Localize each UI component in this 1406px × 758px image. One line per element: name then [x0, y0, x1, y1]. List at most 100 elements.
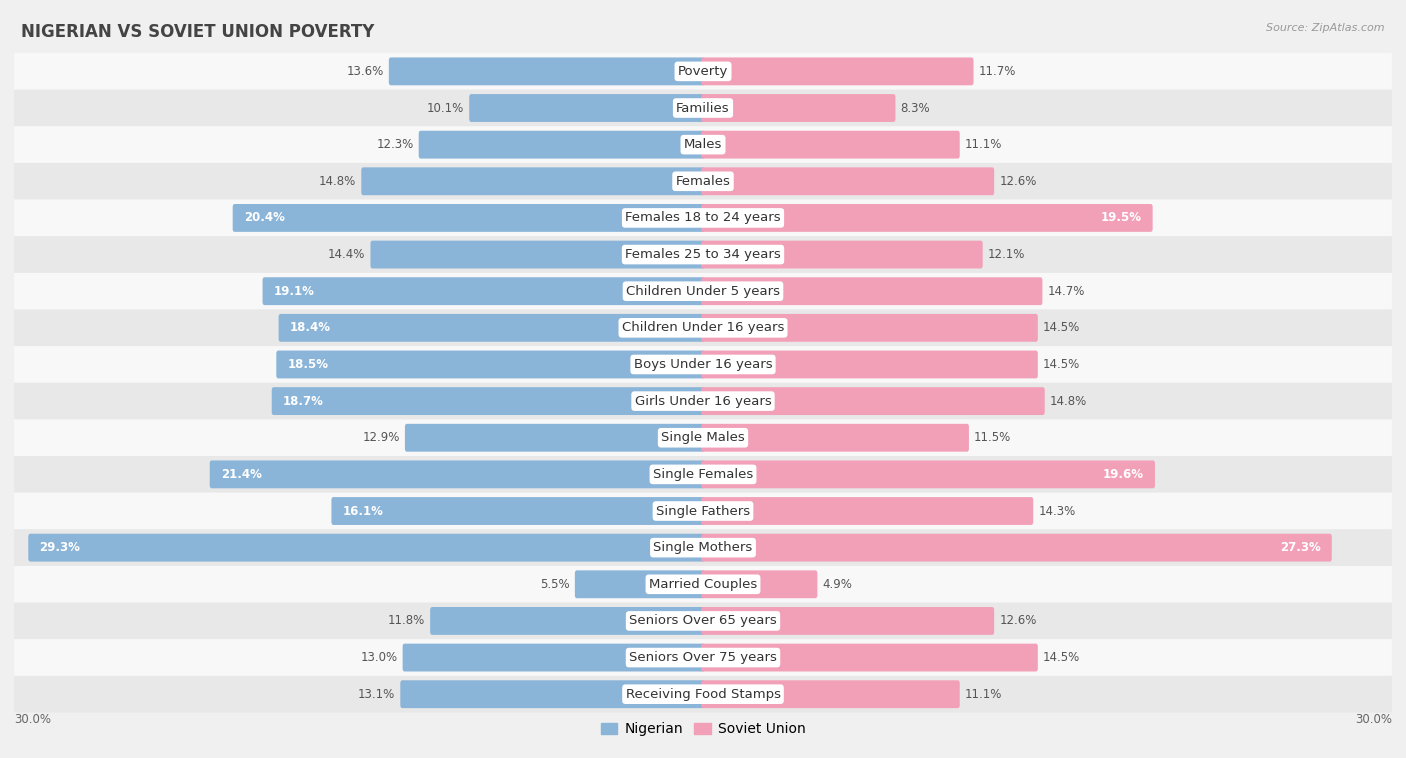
Text: Single Mothers: Single Mothers	[654, 541, 752, 554]
FancyBboxPatch shape	[14, 529, 1392, 566]
Text: 14.8%: 14.8%	[1050, 395, 1087, 408]
Text: Families: Families	[676, 102, 730, 114]
FancyBboxPatch shape	[702, 130, 960, 158]
Text: 8.3%: 8.3%	[900, 102, 931, 114]
FancyBboxPatch shape	[702, 607, 994, 635]
Text: 18.7%: 18.7%	[283, 395, 323, 408]
FancyBboxPatch shape	[14, 309, 1392, 346]
FancyBboxPatch shape	[361, 168, 704, 196]
FancyBboxPatch shape	[702, 680, 960, 708]
FancyBboxPatch shape	[263, 277, 704, 305]
Text: 11.1%: 11.1%	[965, 688, 1002, 700]
FancyBboxPatch shape	[209, 460, 704, 488]
Text: 14.5%: 14.5%	[1043, 358, 1080, 371]
FancyBboxPatch shape	[370, 240, 704, 268]
Text: Poverty: Poverty	[678, 65, 728, 78]
FancyBboxPatch shape	[14, 639, 1392, 676]
Text: 4.9%: 4.9%	[823, 578, 852, 590]
FancyBboxPatch shape	[401, 680, 704, 708]
Text: Single Fathers: Single Fathers	[657, 505, 749, 518]
FancyBboxPatch shape	[702, 314, 1038, 342]
FancyBboxPatch shape	[14, 199, 1392, 236]
FancyBboxPatch shape	[702, 424, 969, 452]
Text: 12.1%: 12.1%	[988, 248, 1025, 261]
Text: 14.4%: 14.4%	[328, 248, 366, 261]
Text: Children Under 5 years: Children Under 5 years	[626, 285, 780, 298]
Text: 12.9%: 12.9%	[363, 431, 399, 444]
FancyBboxPatch shape	[278, 314, 704, 342]
FancyBboxPatch shape	[702, 168, 994, 196]
FancyBboxPatch shape	[14, 603, 1392, 639]
Text: 30.0%: 30.0%	[1355, 713, 1392, 726]
Text: 29.3%: 29.3%	[39, 541, 80, 554]
FancyBboxPatch shape	[332, 497, 704, 525]
FancyBboxPatch shape	[470, 94, 704, 122]
FancyBboxPatch shape	[14, 419, 1392, 456]
FancyBboxPatch shape	[702, 58, 973, 86]
FancyBboxPatch shape	[14, 89, 1392, 127]
Text: Receiving Food Stamps: Receiving Food Stamps	[626, 688, 780, 700]
FancyBboxPatch shape	[702, 460, 1154, 488]
FancyBboxPatch shape	[14, 566, 1392, 603]
FancyBboxPatch shape	[28, 534, 704, 562]
FancyBboxPatch shape	[14, 236, 1392, 273]
FancyBboxPatch shape	[405, 424, 704, 452]
Text: Married Couples: Married Couples	[650, 578, 756, 590]
Text: 11.5%: 11.5%	[974, 431, 1011, 444]
Text: 13.1%: 13.1%	[359, 688, 395, 700]
Text: 11.7%: 11.7%	[979, 65, 1017, 78]
Text: Males: Males	[683, 138, 723, 151]
Text: 14.3%: 14.3%	[1038, 505, 1076, 518]
FancyBboxPatch shape	[14, 53, 1392, 89]
Text: 11.1%: 11.1%	[965, 138, 1002, 151]
FancyBboxPatch shape	[389, 58, 704, 86]
FancyBboxPatch shape	[14, 493, 1392, 529]
FancyBboxPatch shape	[402, 644, 704, 672]
Text: 20.4%: 20.4%	[243, 211, 284, 224]
Text: 14.8%: 14.8%	[319, 175, 356, 188]
FancyBboxPatch shape	[14, 273, 1392, 309]
FancyBboxPatch shape	[277, 350, 704, 378]
Text: Seniors Over 75 years: Seniors Over 75 years	[628, 651, 778, 664]
Text: 12.6%: 12.6%	[1000, 615, 1036, 628]
Text: Source: ZipAtlas.com: Source: ZipAtlas.com	[1267, 23, 1385, 33]
FancyBboxPatch shape	[232, 204, 704, 232]
Text: 18.5%: 18.5%	[287, 358, 329, 371]
FancyBboxPatch shape	[702, 240, 983, 268]
FancyBboxPatch shape	[419, 130, 704, 158]
FancyBboxPatch shape	[702, 277, 1042, 305]
Text: 19.5%: 19.5%	[1101, 211, 1142, 224]
FancyBboxPatch shape	[702, 94, 896, 122]
Text: Seniors Over 65 years: Seniors Over 65 years	[628, 615, 778, 628]
Text: Females 25 to 34 years: Females 25 to 34 years	[626, 248, 780, 261]
Text: NIGERIAN VS SOVIET UNION POVERTY: NIGERIAN VS SOVIET UNION POVERTY	[21, 23, 374, 41]
Text: 14.7%: 14.7%	[1047, 285, 1085, 298]
Text: 18.4%: 18.4%	[290, 321, 330, 334]
FancyBboxPatch shape	[702, 570, 817, 598]
Text: 12.6%: 12.6%	[1000, 175, 1036, 188]
Text: 21.4%: 21.4%	[221, 468, 262, 481]
FancyBboxPatch shape	[702, 644, 1038, 672]
Text: 5.5%: 5.5%	[540, 578, 569, 590]
Text: 16.1%: 16.1%	[343, 505, 384, 518]
Text: 10.1%: 10.1%	[427, 102, 464, 114]
Text: 14.5%: 14.5%	[1043, 651, 1080, 664]
Text: 12.3%: 12.3%	[377, 138, 413, 151]
FancyBboxPatch shape	[14, 346, 1392, 383]
Text: Single Males: Single Males	[661, 431, 745, 444]
Text: Children Under 16 years: Children Under 16 years	[621, 321, 785, 334]
Text: 14.5%: 14.5%	[1043, 321, 1080, 334]
FancyBboxPatch shape	[430, 607, 704, 635]
Text: Boys Under 16 years: Boys Under 16 years	[634, 358, 772, 371]
FancyBboxPatch shape	[14, 127, 1392, 163]
Text: Single Females: Single Females	[652, 468, 754, 481]
FancyBboxPatch shape	[575, 570, 704, 598]
FancyBboxPatch shape	[702, 497, 1033, 525]
Text: 27.3%: 27.3%	[1279, 541, 1320, 554]
Text: Females: Females	[675, 175, 731, 188]
FancyBboxPatch shape	[702, 387, 1045, 415]
FancyBboxPatch shape	[702, 534, 1331, 562]
Text: 19.1%: 19.1%	[274, 285, 315, 298]
FancyBboxPatch shape	[14, 676, 1392, 713]
Text: 30.0%: 30.0%	[14, 713, 51, 726]
